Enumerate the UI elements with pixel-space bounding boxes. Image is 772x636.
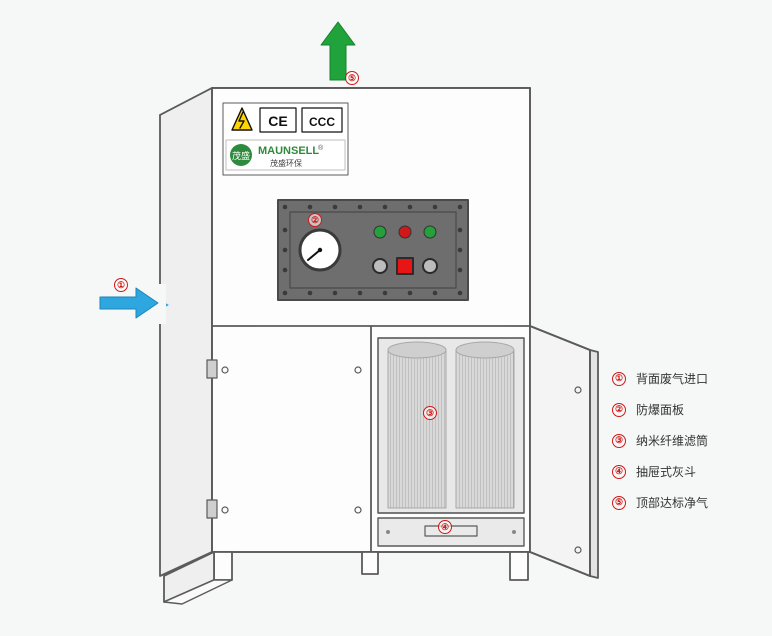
logo-badge: 茂盛 <box>232 150 250 161</box>
legend-label: 纳米纤维滤筒 <box>636 432 708 449</box>
btn-left <box>373 259 387 273</box>
legend-row: ③ 纳米纤维滤筒 <box>612 432 742 449</box>
status-leds <box>374 226 436 238</box>
legend-row: ② 防爆面板 <box>612 401 742 418</box>
legend-label: 背面废气进口 <box>636 370 708 387</box>
callout-number: ② <box>308 213 322 227</box>
legend-row: ⑤ 顶部达标净气 <box>612 494 742 511</box>
ccc-mark-icon: CCC <box>302 108 342 132</box>
control-panel <box>278 200 468 300</box>
machine-svg: CE CCC 茂盛 MAUNSELL ® 茂盛环保 <box>0 0 772 631</box>
legend-row: ④ 抽屉式灰斗 <box>612 463 742 480</box>
panel-buttons <box>373 258 437 274</box>
btn-right <box>423 259 437 273</box>
legend-number: ① <box>612 372 626 386</box>
diagram-canvas: CE CCC 茂盛 MAUNSELL ® 茂盛环保 <box>0 0 772 631</box>
pressure-gauge-icon <box>300 230 340 270</box>
led-green-1 <box>374 226 386 238</box>
legend-number: ④ <box>612 465 626 479</box>
logo-sub: 茂盛环保 <box>270 158 302 168</box>
callout-number: ③ <box>423 406 437 420</box>
filter-compartment <box>378 338 524 513</box>
callout-number: ⑤ <box>345 71 359 85</box>
side-face <box>160 88 212 576</box>
dust-drawer <box>378 518 524 546</box>
svg-text:CE: CE <box>268 113 287 129</box>
svg-text:CCC: CCC <box>309 115 335 129</box>
label-panel: CE CCC 茂盛 MAUNSELL ® 茂盛环保 <box>223 103 348 175</box>
led-red <box>399 226 411 238</box>
logo-brand: MAUNSELL <box>258 145 319 157</box>
ce-mark-icon: CE <box>260 108 296 132</box>
callout-number: ④ <box>438 520 452 534</box>
legend-label: 抽屉式灰斗 <box>636 463 696 480</box>
legend-label: 顶部达标净气 <box>636 494 708 511</box>
legend-number: ② <box>612 403 626 417</box>
legend-label: 防爆面板 <box>636 401 684 418</box>
btn-estop <box>397 258 413 274</box>
legend-number: ⑤ <box>612 496 626 510</box>
led-green-2 <box>424 226 436 238</box>
callout-number: ① <box>114 278 128 292</box>
open-door <box>530 326 598 578</box>
legend-row: ① 背面废气进口 <box>612 370 742 387</box>
svg-text:®: ® <box>318 144 324 152</box>
legend-number: ③ <box>612 434 626 448</box>
legend: ① 背面废气进口 ② 防爆面板 ③ 纳米纤维滤筒 ④ 抽屉式灰斗 ⑤ 顶部达标净气 <box>612 370 742 525</box>
